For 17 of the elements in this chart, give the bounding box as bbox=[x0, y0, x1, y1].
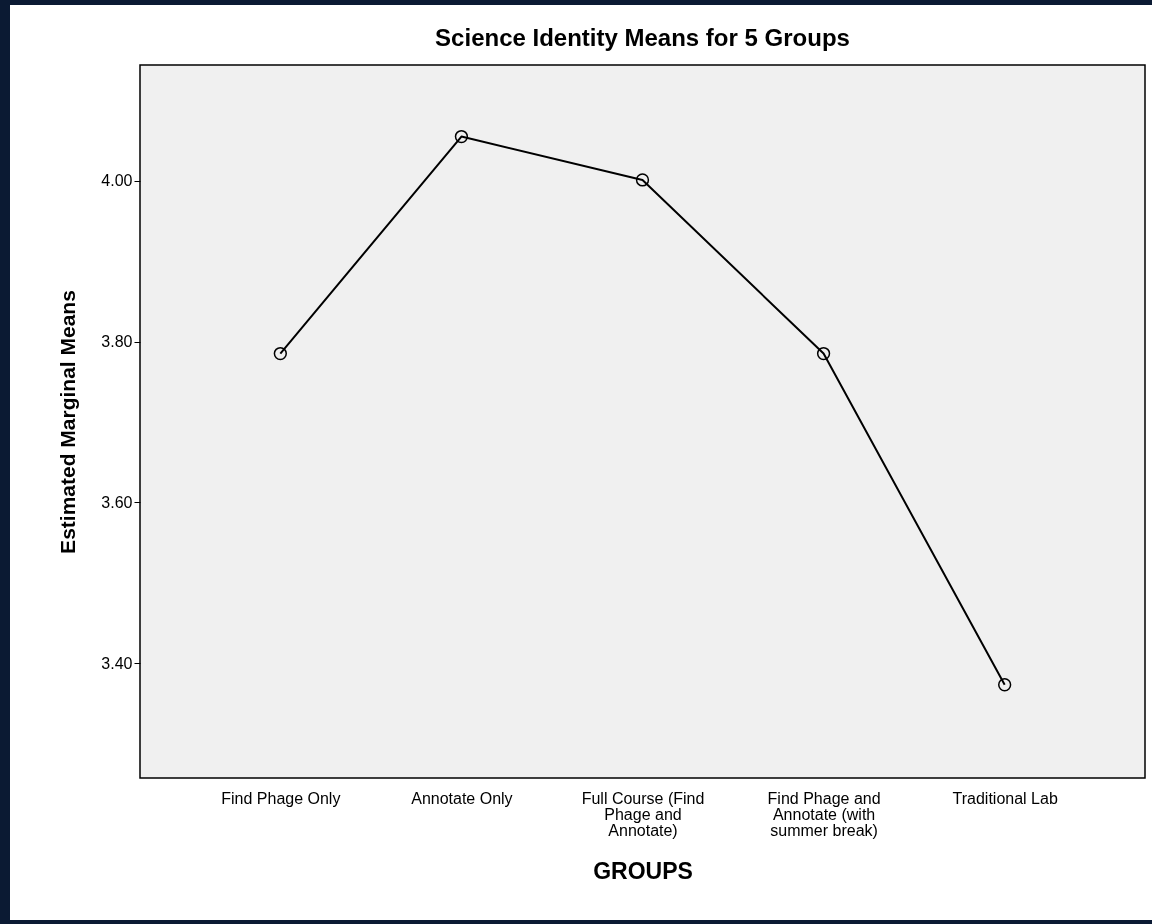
y-tick-label: 3.40 bbox=[101, 654, 133, 672]
point bbox=[273, 346, 287, 361]
x-axis-title: GROUPS bbox=[593, 857, 693, 884]
x-tick-label: Traditional Lab bbox=[952, 789, 1058, 807]
x-tick-label: Annotate Only bbox=[411, 789, 513, 807]
y-tick-label: 3.60 bbox=[101, 493, 133, 511]
point bbox=[816, 346, 831, 361]
y-tick-label: 4.00 bbox=[101, 172, 133, 190]
y-tick-label: 3.80 bbox=[101, 333, 133, 351]
point bbox=[635, 173, 650, 187]
x-tick-label: Find Phage Only bbox=[221, 789, 341, 807]
y-axis-title: Estimated Marginal Means bbox=[56, 290, 80, 554]
x-tick-label: Full Course (Find Phage and Annotate) bbox=[581, 789, 705, 839]
point bbox=[998, 678, 1012, 692]
point bbox=[454, 129, 469, 144]
x-tick-label: Find Phage and Annotate (with summer break) bbox=[767, 789, 881, 839]
chart-title: Science Identity Means for 5 Groups bbox=[435, 24, 850, 51]
